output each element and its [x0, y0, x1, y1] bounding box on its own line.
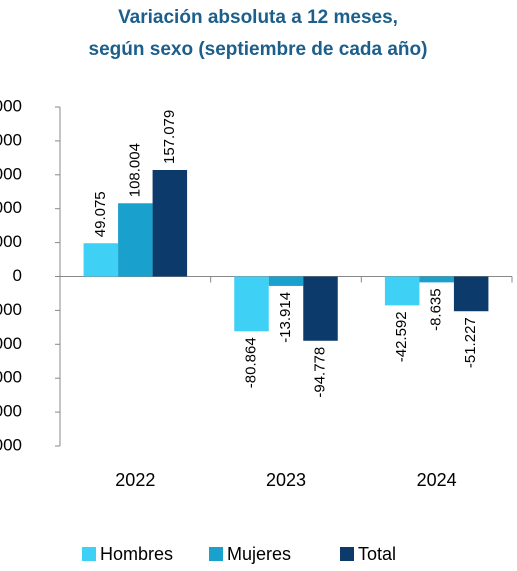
y-tick-label: -200.000 — [0, 402, 22, 421]
legend-label: Mujeres — [227, 544, 291, 564]
bar — [303, 276, 338, 341]
value-label: -94.778 — [311, 347, 328, 398]
y-tick-label: 200.000 — [0, 130, 22, 149]
chart-title: Variación absoluta a 12 meses, — [118, 7, 398, 28]
x-tick-label: 2023 — [266, 470, 306, 490]
bar — [152, 170, 188, 277]
y-tick-label: 150.000 — [0, 164, 22, 183]
bar — [234, 276, 269, 332]
y-tick-label: 50.000 — [0, 232, 22, 251]
legend-swatch — [82, 547, 96, 561]
bar — [268, 276, 304, 286]
bar — [384, 276, 420, 306]
value-label: -51.227 — [462, 317, 479, 368]
value-label: -80.864 — [242, 337, 259, 388]
y-tick-label: -100.000 — [0, 334, 22, 353]
value-label: 108.004 — [126, 143, 143, 197]
legend-label: Total — [358, 544, 396, 564]
legend-swatch — [209, 547, 223, 561]
value-label: 157.079 — [161, 110, 178, 164]
value-label: -13.914 — [277, 292, 294, 343]
legend-swatch — [340, 547, 354, 561]
chart-title: según sexo (septiembre de cada año) — [89, 39, 428, 60]
bar — [419, 276, 454, 283]
y-tick-label: 100.000 — [0, 198, 22, 217]
bar — [453, 276, 489, 312]
y-tick-label: -150.000 — [0, 368, 22, 387]
value-label: -8.635 — [428, 288, 445, 331]
y-tick-label: 250.000 — [0, 96, 22, 115]
value-label: 49.075 — [92, 191, 109, 237]
y-tick-label: -250.000 — [0, 435, 22, 454]
bar — [118, 203, 153, 277]
legend-label: Hombres — [100, 544, 173, 564]
y-tick-label: 0 — [13, 266, 22, 285]
y-tick-label: -50.000 — [0, 300, 22, 319]
x-tick-label: 2024 — [417, 470, 457, 490]
x-tick-label: 2022 — [115, 470, 155, 490]
value-label: -42.592 — [393, 311, 410, 362]
bar — [83, 243, 119, 277]
